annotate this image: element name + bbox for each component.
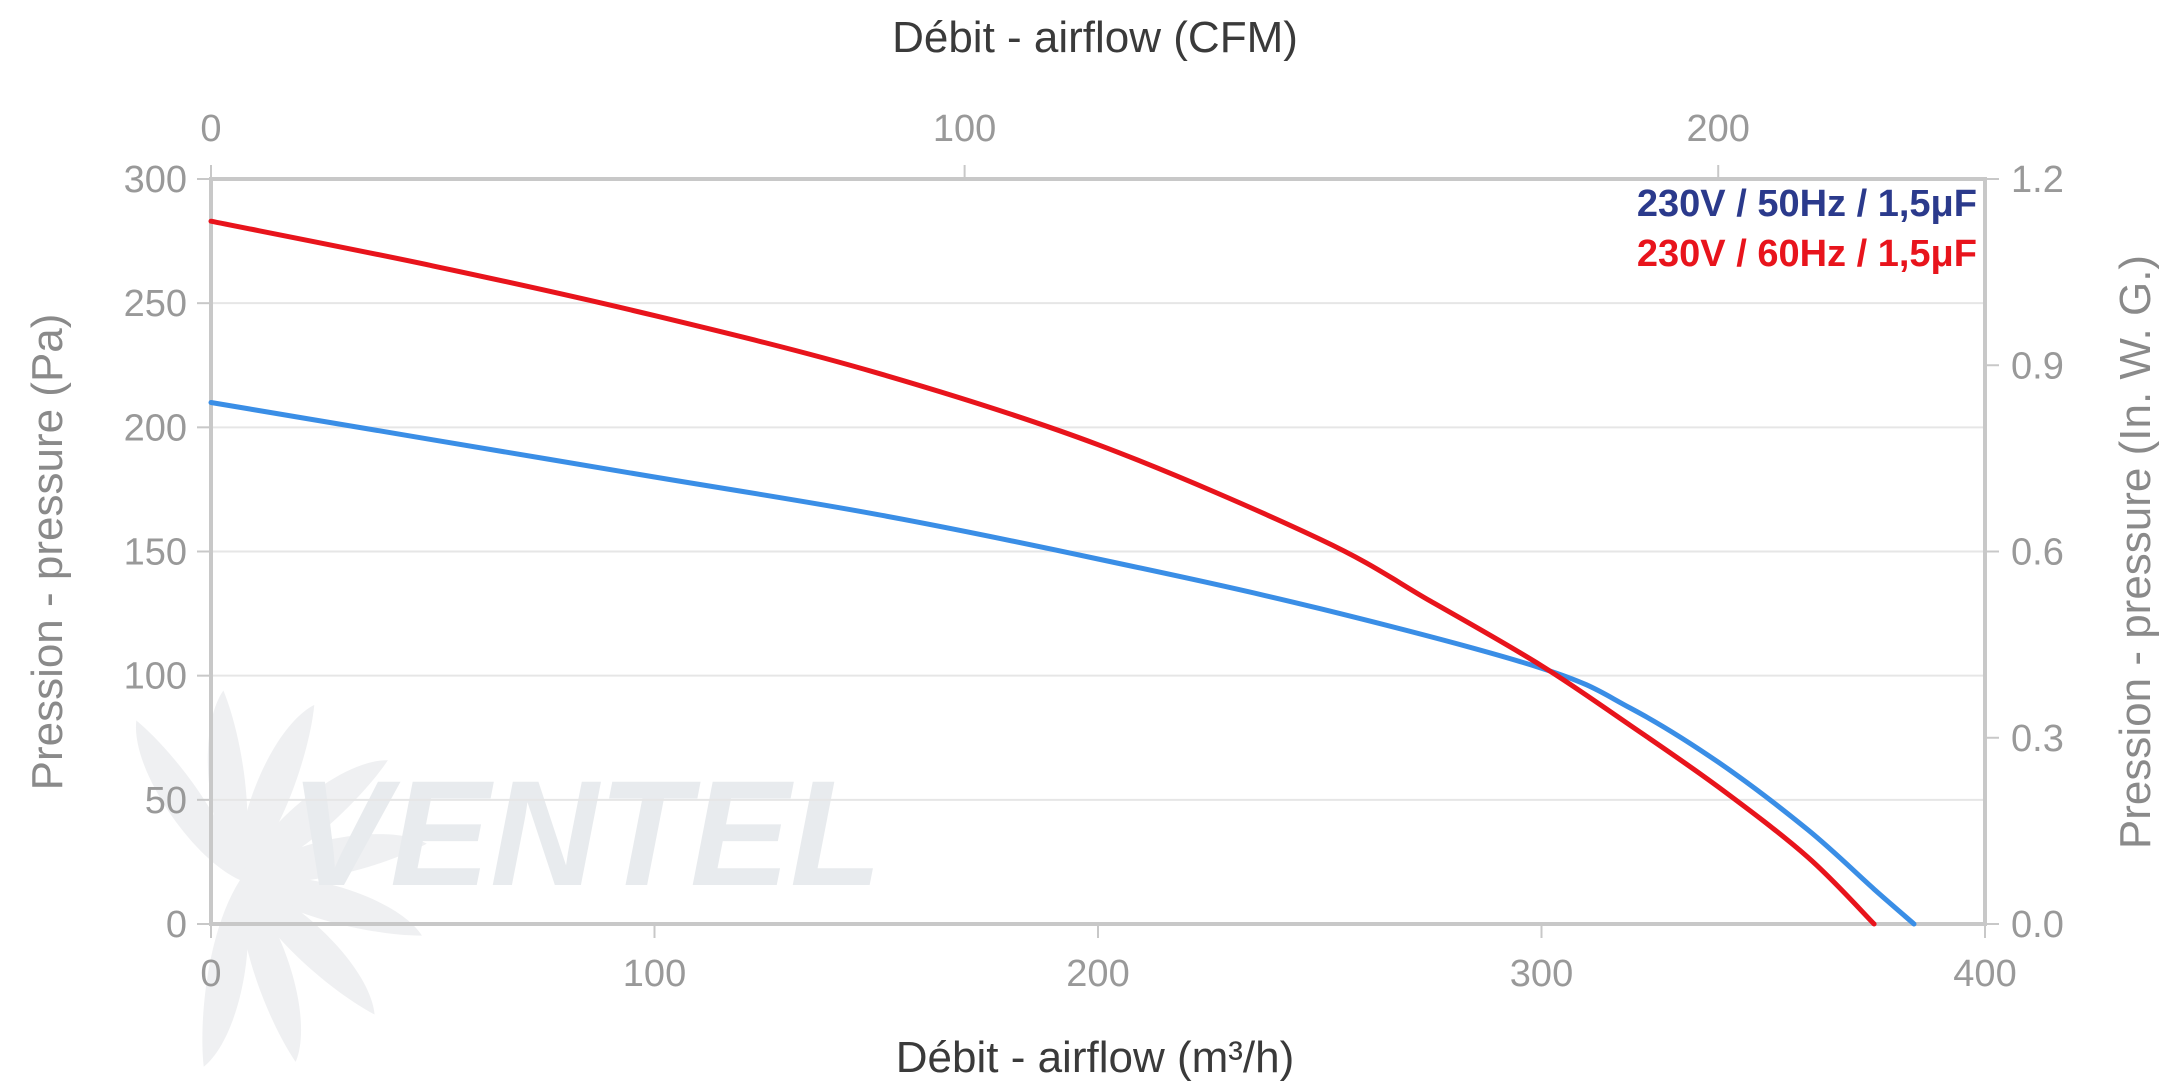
right-tick-label: 0.3: [2011, 718, 2064, 760]
fan-blade: [240, 760, 388, 880]
right-tick-label: 0.9: [2011, 345, 2064, 387]
bottom-axis-ticks: 0 100 200 300 400: [200, 924, 2017, 995]
top-axis-ticks: 0 100 200: [200, 108, 1750, 179]
fan-blade: [136, 720, 240, 880]
right-tick-label: 0.0: [2011, 904, 2064, 946]
bottom-tick-label: 200: [1066, 953, 1129, 995]
left-axis-title: Pression - pressure (Pa): [23, 314, 72, 791]
top-tick-label: 200: [1687, 108, 1750, 150]
fan-blade: [240, 834, 427, 883]
bottom-tick-label: 100: [623, 953, 686, 995]
series-line-2: [208, 218, 1877, 927]
right-axis-ticks: 0.0 0.3 0.6 0.9 1.2: [1985, 159, 2064, 946]
legend-entry-2: 230V / 60Hz / 1,5μF: [1637, 233, 1977, 275]
fan-blade: [240, 880, 375, 1015]
legend: 230V / 50Hz / 1,5μF 230V / 60Hz / 1,5μF: [1637, 183, 1977, 275]
right-tick-label: 1.2: [2011, 159, 2064, 201]
left-tick-label: 50: [145, 780, 187, 822]
legend-entry-1: 230V / 50Hz / 1,5μF: [1637, 183, 1977, 225]
left-tick-label: 250: [124, 283, 187, 325]
fan-blade: [240, 876, 422, 936]
bottom-tick-label: 400: [1953, 953, 2016, 995]
bottom-axis-title: Débit - airflow (m³/h): [896, 1033, 1295, 1082]
right-axis-title: Pression - pressure (In. W. G.): [2111, 255, 2160, 849]
series-line-1: [208, 400, 1917, 927]
top-tick-label: 0: [200, 108, 221, 150]
series-lines: [208, 218, 1917, 927]
left-tick-label: 0: [166, 904, 187, 946]
left-tick-label: 100: [124, 656, 187, 698]
watermark-logo-text: VENTEL: [290, 749, 882, 917]
fan-blade: [238, 704, 315, 880]
ventel-watermark: VENTEL: [136, 690, 882, 1067]
right-tick-label: 0.6: [2011, 532, 2064, 574]
left-tick-label: 150: [124, 532, 187, 574]
left-tick-label: 200: [124, 407, 187, 449]
bottom-tick-label: 0: [200, 953, 221, 995]
left-tick-label: 300: [124, 159, 187, 201]
left-axis-ticks: 0 50 100 150 200 250 300: [124, 159, 211, 946]
top-axis-title: Débit - airflow (CFM): [892, 13, 1298, 62]
fan-logo-icon: [136, 690, 427, 1067]
fan-blade: [207, 690, 248, 880]
bottom-tick-label: 300: [1510, 953, 1573, 995]
top-tick-label: 100: [933, 108, 996, 150]
fan-blade: [202, 880, 249, 1067]
